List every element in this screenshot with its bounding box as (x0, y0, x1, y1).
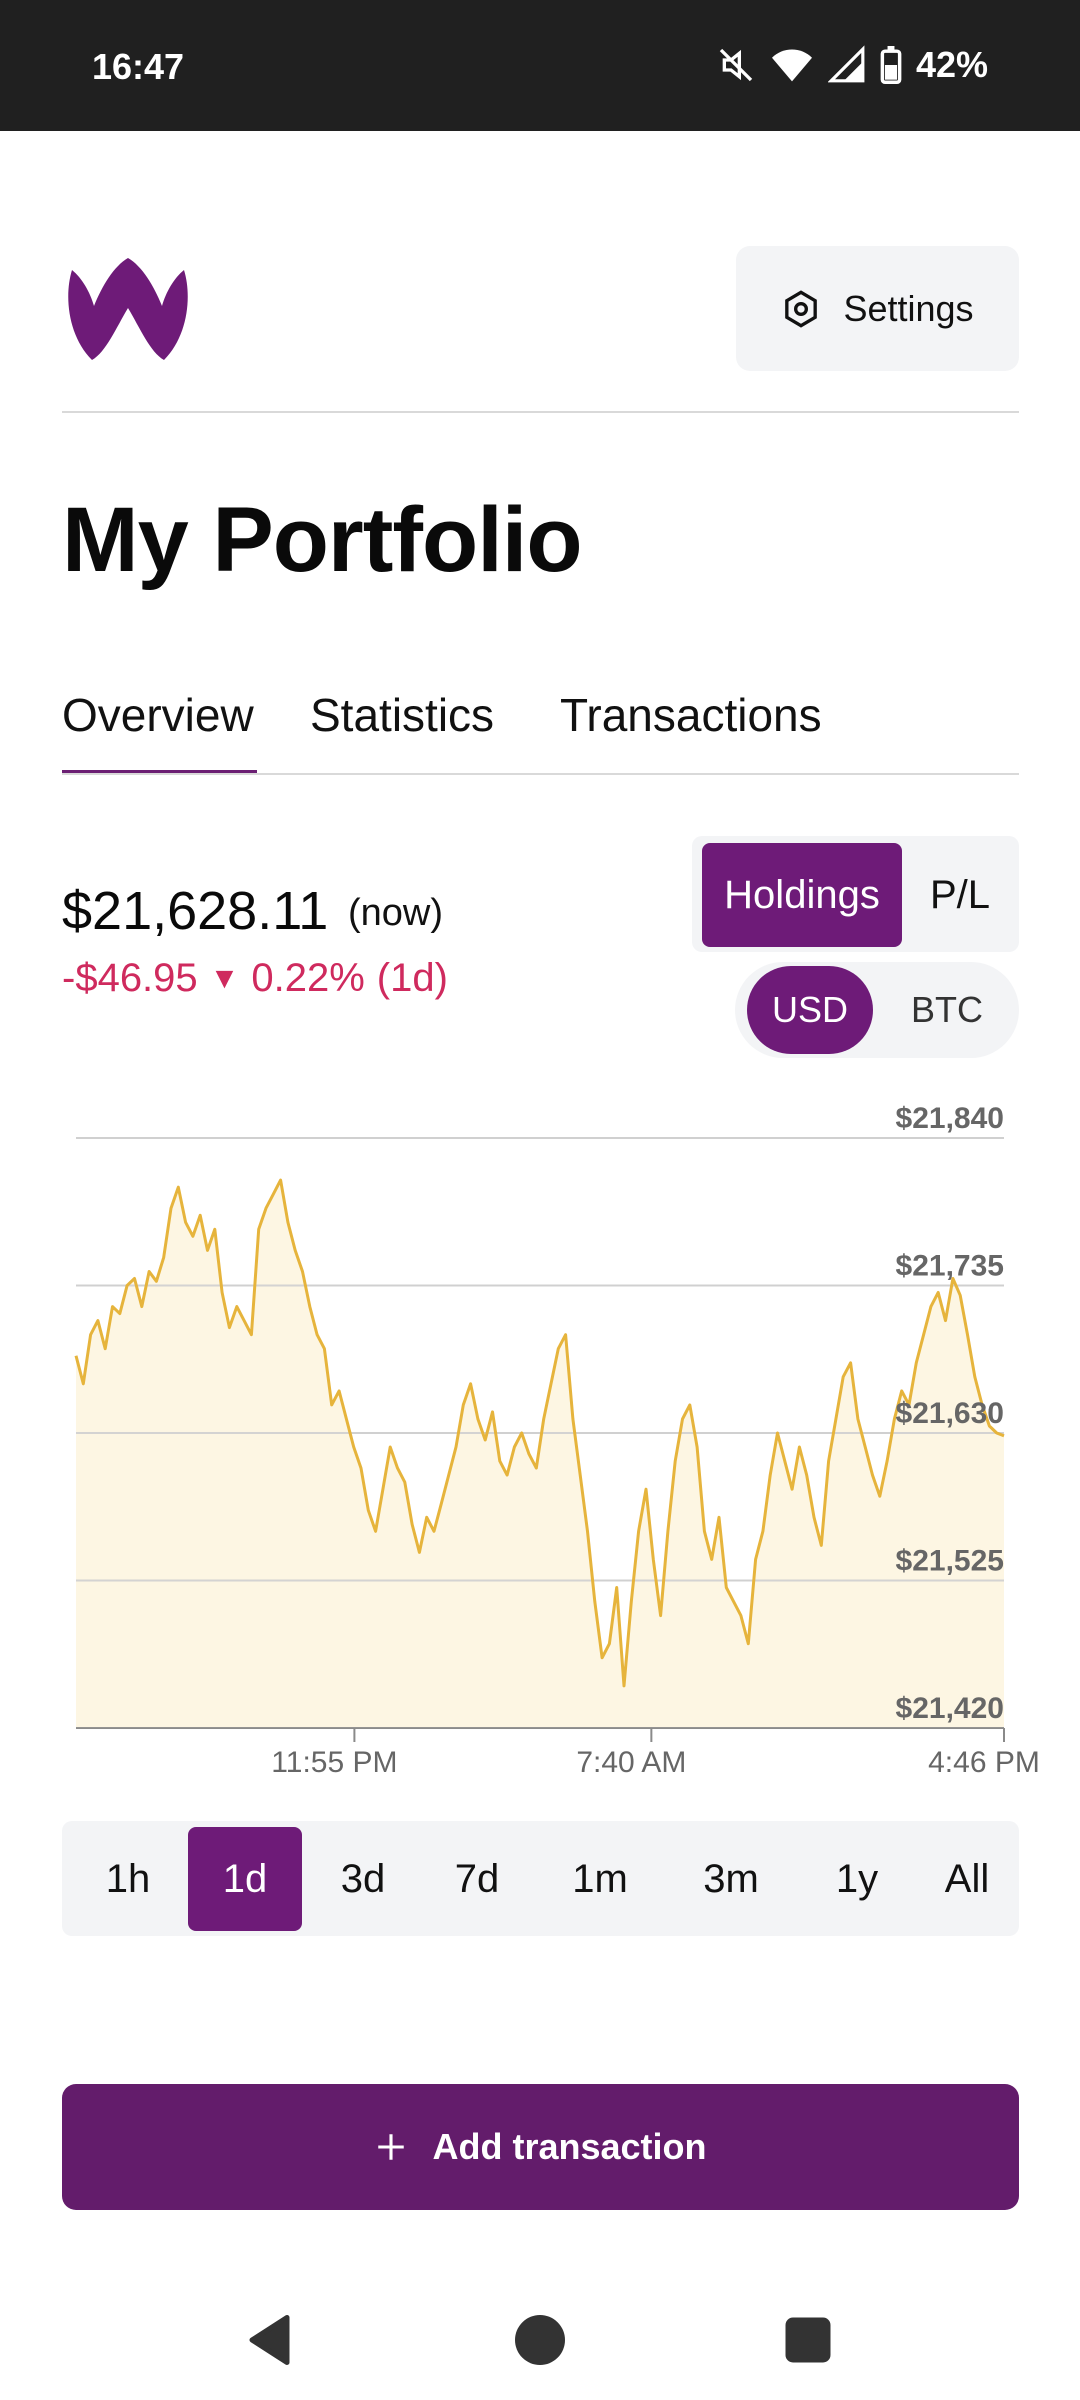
range-1h[interactable]: 1h (105, 1856, 151, 1901)
tab-overview[interactable]: Overview (62, 688, 257, 773)
battery-icon (880, 46, 902, 84)
portfolio-chart[interactable]: $21,840 $21,735 $21,630 $21,525 $21,420 11:55… (0, 1090, 1080, 1790)
range-3m[interactable]: 3m (703, 1856, 759, 1901)
back-icon[interactable] (242, 2310, 302, 2370)
range-3d[interactable]: 3d (340, 1856, 386, 1901)
status-time: 16:47 (92, 46, 185, 87)
settings-button[interactable]: Settings (736, 246, 1019, 371)
change-percent: 0.22% (251, 956, 365, 1000)
down-arrow-icon: ▼ (209, 961, 240, 995)
y-tick-label: $21,420 (896, 1692, 1004, 1725)
x-tick-label: 4:46 PM (928, 1746, 1040, 1779)
y-tick-label: $21,840 (896, 1102, 1004, 1135)
y-tick-label: $21,630 (896, 1397, 1004, 1430)
add-transaction-button[interactable]: Add transaction (62, 2084, 1019, 2210)
home-icon[interactable] (510, 2310, 570, 2370)
y-tick-label: $21,525 (896, 1545, 1004, 1578)
tab-transactions[interactable]: Transactions (560, 689, 822, 741)
plus-icon (378, 2134, 405, 2160)
x-tick-label: 7:40 AM (576, 1746, 686, 1779)
range-1y[interactable]: 1y (835, 1856, 879, 1901)
add-transaction-label: Add transaction (432, 2126, 707, 2167)
tab-bar: Overview Statistics Transactions (62, 680, 1019, 775)
range-7d[interactable]: 7d (454, 1856, 500, 1901)
range-all[interactable]: All (944, 1856, 990, 1901)
y-tick-label: $21,735 (896, 1250, 1004, 1283)
status-bar: 16:47 42% (0, 0, 1080, 131)
range-1d[interactable]: 1d (188, 1827, 302, 1931)
change-line: -$46.95 ▼ 0.22% (1d) (62, 956, 448, 1001)
btc-segment[interactable]: BTC (911, 989, 983, 1030)
recents-icon[interactable] (778, 2310, 838, 2370)
view-toggle: Holdings P/L (692, 836, 1019, 952)
gear-icon (785, 289, 818, 328)
range-selector: 1h 1d 3d 7d 1m 3m 1y All (62, 1821, 1019, 1936)
x-tick-label: 11:55 PM (271, 1746, 397, 1779)
pl-segment[interactable]: P/L (929, 872, 991, 917)
signal-icon (827, 45, 865, 83)
range-1m[interactable]: 1m (572, 1856, 628, 1901)
page-title: My Portfolio (62, 489, 583, 591)
usd-segment[interactable]: USD (747, 966, 873, 1054)
w-logo (68, 258, 188, 360)
chart-area (76, 1180, 1004, 1728)
chart-line (74, 1178, 1005, 1688)
change-period: (1d) (376, 956, 448, 1000)
status-icons: 42% (716, 44, 988, 86)
tab-statistics[interactable]: Statistics (310, 689, 495, 741)
mute-icon (719, 48, 753, 82)
portfolio-total: $21,628.11 (62, 881, 329, 941)
wifi-icon (771, 49, 812, 82)
now-label: (now) (348, 892, 444, 934)
battery-percent: 42% (915, 44, 988, 85)
currency-toggle: USD BTC (735, 962, 1019, 1058)
header-divider (62, 411, 1019, 413)
settings-label: Settings (843, 287, 974, 329)
change-amount: -$46.95 (62, 956, 198, 1000)
system-nav-bar (0, 2280, 1080, 2400)
holdings-segment[interactable]: Holdings (702, 843, 902, 947)
